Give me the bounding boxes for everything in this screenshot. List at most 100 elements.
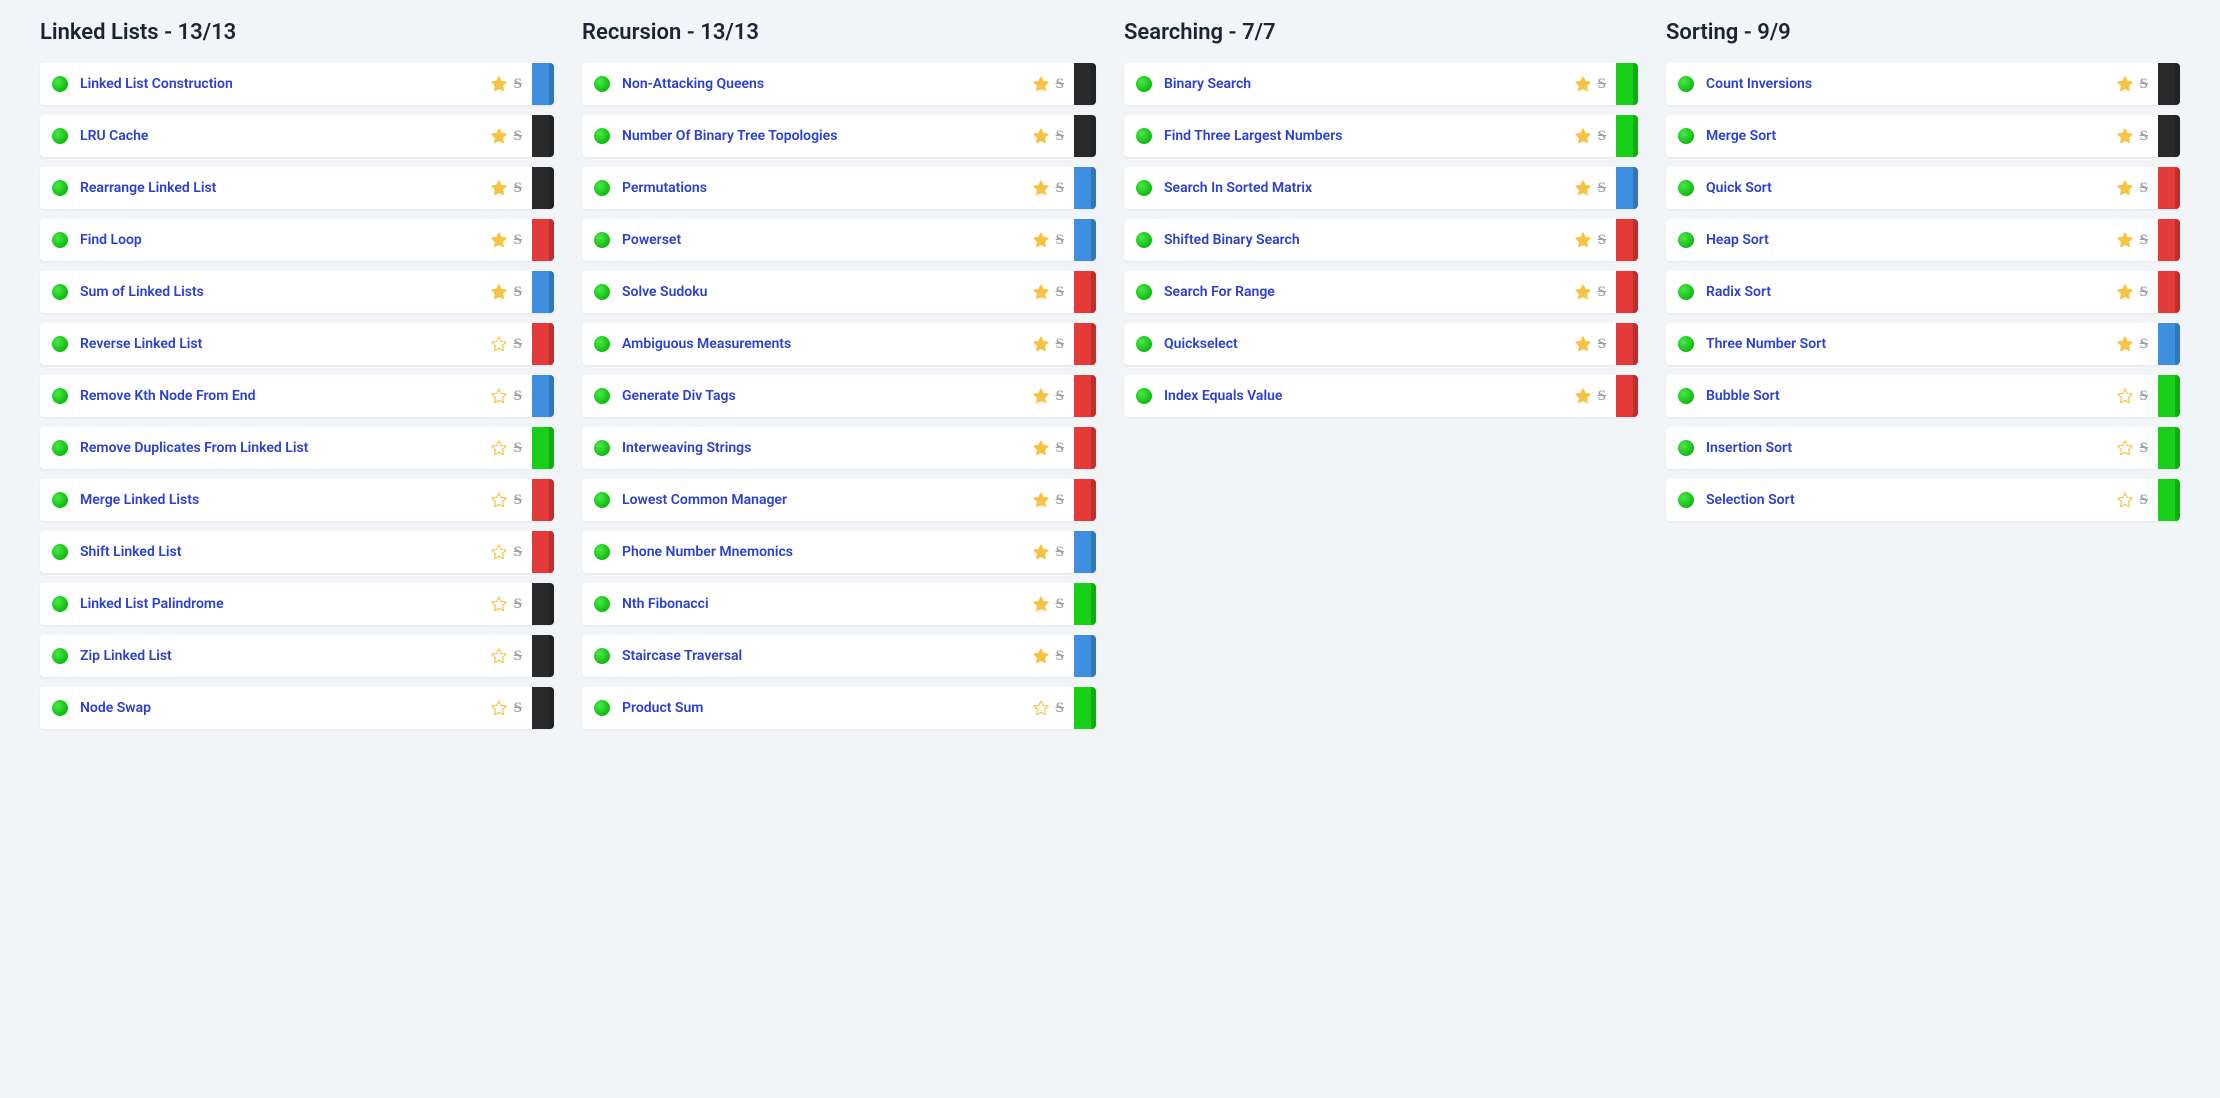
problem-card[interactable]: Radix Sort S (1666, 271, 2180, 313)
problem-card[interactable]: Bubble Sort S (1666, 375, 2180, 417)
star-icon[interactable] (2116, 387, 2134, 405)
scratchpad-icon[interactable]: S (2140, 492, 2148, 509)
scratchpad-icon[interactable]: S (1056, 648, 1064, 665)
star-icon[interactable] (2116, 283, 2134, 301)
problem-card[interactable]: Count Inversions S (1666, 63, 2180, 105)
problem-card[interactable]: Non-Attacking Queens S (582, 63, 1096, 105)
scratchpad-icon[interactable]: S (2140, 128, 2148, 145)
scratchpad-icon[interactable]: S (1056, 232, 1064, 249)
problem-card[interactable]: Product Sum S (582, 687, 1096, 729)
problem-card[interactable]: Binary Search S (1124, 63, 1638, 105)
scratchpad-icon[interactable]: S (514, 492, 522, 509)
problem-card[interactable]: Remove Kth Node From End S (40, 375, 554, 417)
star-icon[interactable] (490, 387, 508, 405)
star-icon[interactable] (1574, 231, 1592, 249)
problem-card[interactable]: Node Swap S (40, 687, 554, 729)
scratchpad-icon[interactable]: S (1598, 284, 1606, 301)
star-icon[interactable] (1574, 75, 1592, 93)
scratchpad-icon[interactable]: S (1056, 440, 1064, 457)
scratchpad-icon[interactable]: S (1056, 388, 1064, 405)
problem-card[interactable]: Linked List Palindrome S (40, 583, 554, 625)
problem-card[interactable]: Reverse Linked List S (40, 323, 554, 365)
star-icon[interactable] (1032, 231, 1050, 249)
scratchpad-icon[interactable]: S (1056, 180, 1064, 197)
problem-card[interactable]: Heap Sort S (1666, 219, 2180, 261)
star-icon[interactable] (2116, 179, 2134, 197)
star-icon[interactable] (1032, 439, 1050, 457)
star-icon[interactable] (490, 699, 508, 717)
problem-card[interactable]: Generate Div Tags S (582, 375, 1096, 417)
problem-card[interactable]: Zip Linked List S (40, 635, 554, 677)
star-icon[interactable] (2116, 127, 2134, 145)
problem-card[interactable]: LRU Cache S (40, 115, 554, 157)
scratchpad-icon[interactable]: S (514, 76, 522, 93)
star-icon[interactable] (490, 231, 508, 249)
problem-card[interactable]: Three Number Sort S (1666, 323, 2180, 365)
scratchpad-icon[interactable]: S (514, 388, 522, 405)
star-icon[interactable] (490, 335, 508, 353)
problem-card[interactable]: Sum of Linked Lists S (40, 271, 554, 313)
scratchpad-icon[interactable]: S (514, 648, 522, 665)
problem-card[interactable]: Rearrange Linked List S (40, 167, 554, 209)
star-icon[interactable] (2116, 491, 2134, 509)
scratchpad-icon[interactable]: S (1598, 388, 1606, 405)
star-icon[interactable] (1032, 543, 1050, 561)
scratchpad-icon[interactable]: S (514, 700, 522, 717)
problem-card[interactable]: Number Of Binary Tree Topologies S (582, 115, 1096, 157)
problem-card[interactable]: Phone Number Mnemonics S (582, 531, 1096, 573)
star-icon[interactable] (1574, 127, 1592, 145)
star-icon[interactable] (1574, 335, 1592, 353)
star-icon[interactable] (1032, 335, 1050, 353)
scratchpad-icon[interactable]: S (1056, 128, 1064, 145)
star-icon[interactable] (490, 179, 508, 197)
star-icon[interactable] (1032, 491, 1050, 509)
star-icon[interactable] (1032, 387, 1050, 405)
problem-card[interactable]: Insertion Sort S (1666, 427, 2180, 469)
scratchpad-icon[interactable]: S (514, 544, 522, 561)
problem-card[interactable]: Remove Duplicates From Linked List S (40, 427, 554, 469)
problem-card[interactable]: Interweaving Strings S (582, 427, 1096, 469)
problem-card[interactable]: Quick Sort S (1666, 167, 2180, 209)
problem-card[interactable]: Shift Linked List S (40, 531, 554, 573)
star-icon[interactable] (2116, 75, 2134, 93)
scratchpad-icon[interactable]: S (1056, 76, 1064, 93)
star-icon[interactable] (1574, 387, 1592, 405)
problem-card[interactable]: Selection Sort S (1666, 479, 2180, 521)
scratchpad-icon[interactable]: S (2140, 76, 2148, 93)
scratchpad-icon[interactable]: S (1598, 128, 1606, 145)
scratchpad-icon[interactable]: S (514, 128, 522, 145)
problem-card[interactable]: Permutations S (582, 167, 1096, 209)
scratchpad-icon[interactable]: S (2140, 232, 2148, 249)
scratchpad-icon[interactable]: S (514, 232, 522, 249)
scratchpad-icon[interactable]: S (514, 180, 522, 197)
scratchpad-icon[interactable]: S (1056, 284, 1064, 301)
star-icon[interactable] (1574, 179, 1592, 197)
problem-card[interactable]: Staircase Traversal S (582, 635, 1096, 677)
scratchpad-icon[interactable]: S (1056, 596, 1064, 613)
problem-card[interactable]: Find Three Largest Numbers S (1124, 115, 1638, 157)
star-icon[interactable] (490, 283, 508, 301)
scratchpad-icon[interactable]: S (1598, 180, 1606, 197)
problem-card[interactable]: Merge Linked Lists S (40, 479, 554, 521)
star-icon[interactable] (2116, 335, 2134, 353)
star-icon[interactable] (1032, 179, 1050, 197)
star-icon[interactable] (2116, 439, 2134, 457)
star-icon[interactable] (490, 595, 508, 613)
problem-card[interactable]: Search For Range S (1124, 271, 1638, 313)
star-icon[interactable] (490, 75, 508, 93)
star-icon[interactable] (1574, 283, 1592, 301)
scratchpad-icon[interactable]: S (1056, 336, 1064, 353)
scratchpad-icon[interactable]: S (1056, 492, 1064, 509)
problem-card[interactable]: Lowest Common Manager S (582, 479, 1096, 521)
scratchpad-icon[interactable]: S (514, 336, 522, 353)
scratchpad-icon[interactable]: S (514, 596, 522, 613)
scratchpad-icon[interactable]: S (1056, 700, 1064, 717)
scratchpad-icon[interactable]: S (2140, 388, 2148, 405)
star-icon[interactable] (490, 439, 508, 457)
scratchpad-icon[interactable]: S (2140, 440, 2148, 457)
star-icon[interactable] (1032, 699, 1050, 717)
star-icon[interactable] (490, 491, 508, 509)
scratchpad-icon[interactable]: S (2140, 180, 2148, 197)
scratchpad-icon[interactable]: S (514, 284, 522, 301)
problem-card[interactable]: Solve Sudoku S (582, 271, 1096, 313)
